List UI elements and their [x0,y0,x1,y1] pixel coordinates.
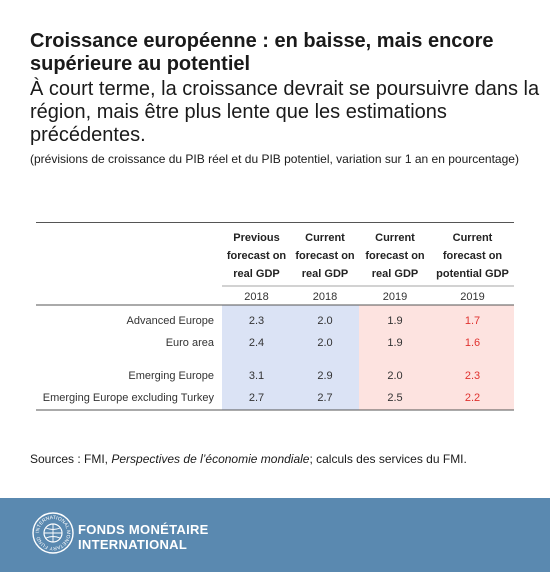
sources-note: Sources : FMI, Perspectives de l’économi… [30,452,467,466]
table-value: 2.7 [249,392,264,404]
table-value: 1.9 [387,337,402,349]
column-header-line: potential GDP [436,268,509,280]
table-value: 2.2 [465,392,480,404]
table-value: 3.1 [249,370,264,382]
imf-seal-icon: INTERNATIONAL MONETARY FUND [32,512,74,554]
row-label: Euro area [166,337,215,349]
column-header-line: real GDP [372,268,418,280]
column-fill [431,305,514,410]
column-header-line: Current [453,232,493,244]
sources-suffix: ; calculs des services du FMI. [309,452,467,466]
column-header-line: forecast on [365,250,425,262]
column-header-line: Current [305,232,345,244]
column-fill [291,305,359,410]
table-value: 2.0 [317,315,332,327]
table-value: 2.7 [317,392,332,404]
row-label: Emerging Europe excluding Turkey [43,392,215,404]
table-value: 2.5 [387,392,402,404]
brand-line-2: INTERNATIONAL [78,537,188,552]
column-header-line: real GDP [233,268,279,280]
column-year: 2019 [383,291,407,303]
row-label: Emerging Europe [128,370,214,382]
row-label: Advanced Europe [127,315,214,327]
column-fill [359,305,431,410]
units-note: (prévisions de croissance du PIB réel et… [30,152,519,166]
table-value: 1.9 [387,315,402,327]
footer-bar: INTERNATIONAL MONETARY FUND FONDS MONÉTA… [0,498,550,572]
forecast-table: Previous forecast on real GDP 2018 Current fo… [36,222,514,411]
column-header-line: forecast on [443,250,503,262]
table-value: 1.7 [465,315,480,327]
table-value: 2.0 [387,370,402,382]
column-header-line: forecast on [227,250,287,262]
column-header-line: real GDP [302,268,348,280]
column-header-line: Previous [233,232,279,244]
column-header-line: Current [375,232,415,244]
page-title: Croissance européenne : en baisse, mais … [30,30,494,75]
table-value: 2.3 [249,315,264,327]
sources-publication: Perspectives de l’économie mondiale [111,452,310,466]
table-value: 1.6 [465,337,480,349]
column-fill [222,305,291,410]
brand-line-1: FONDS MONÉTAIRE [78,522,209,537]
column-header-line: forecast on [295,250,355,262]
table-value: 2.3 [465,370,480,382]
page-subtitle: À court terme, la croissance devrait se … [30,78,540,146]
imf-brand: FONDS MONÉTAIRE INTERNATIONAL [78,522,209,552]
column-year: 2018 [244,291,268,303]
column-year: 2019 [460,291,484,303]
sources-prefix: Sources : FMI, [30,452,112,466]
table-value: 2.9 [317,370,332,382]
table-value: 2.4 [249,337,264,349]
table-value: 2.0 [317,337,332,349]
column-year: 2018 [313,291,337,303]
